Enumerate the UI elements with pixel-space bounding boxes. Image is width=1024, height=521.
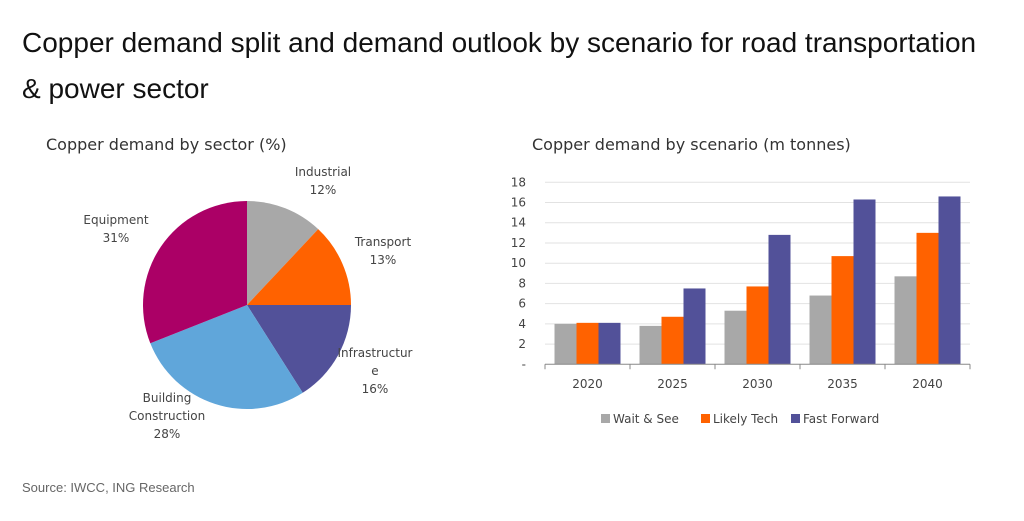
x-tick-label: 2040 [912, 377, 943, 391]
pie-label: Building [143, 391, 192, 405]
y-tick-label: 2 [518, 337, 526, 351]
bar-fast-forward-2040 [938, 196, 961, 365]
bar-fast-forward-2020 [598, 322, 621, 365]
pie-slice-building-construction [150, 305, 303, 409]
pie-slice-infrastructur-e [247, 305, 351, 393]
bar-likely-tech-2020 [576, 322, 599, 365]
pie-label: 31% [103, 231, 130, 245]
y-tick-label: 12 [511, 236, 526, 250]
legend-swatch [601, 414, 610, 423]
pie-label: e [371, 364, 378, 378]
y-tick-label: 16 [511, 196, 526, 210]
bar-wait-see-2035 [809, 295, 832, 365]
pie-label: Construction [129, 409, 205, 423]
x-tick-label: 2025 [657, 377, 688, 391]
pie-label: Industrial [295, 165, 351, 179]
legend-label: Likely Tech [713, 412, 778, 426]
bar-wait-see-2025 [639, 325, 662, 365]
x-tick-label: 2030 [742, 377, 773, 391]
pie-label: 16% [362, 382, 389, 396]
bar-fast-forward-2035 [853, 199, 876, 365]
bar-likely-tech-2025 [661, 316, 684, 365]
x-tick-label: 2020 [572, 377, 603, 391]
bar-wait-see-2020 [554, 323, 577, 365]
pie-label: Equipment [83, 213, 148, 227]
legend-swatch [701, 414, 710, 423]
legend-swatch [791, 414, 800, 423]
legend-label: Wait & See [613, 412, 679, 426]
bar-likely-tech-2030 [746, 286, 769, 365]
pie-label: 28% [154, 427, 181, 441]
source-note: Source: IWCC, ING Research [22, 480, 195, 495]
pie-label: 12% [310, 183, 337, 197]
bar-likely-tech-2035 [831, 256, 854, 365]
bar-wait-see-2030 [724, 310, 747, 365]
y-tick-label: 18 [511, 175, 526, 189]
pie-slice-industrial [247, 201, 319, 305]
y-tick-label: 4 [518, 317, 526, 331]
x-tick-label: 2035 [827, 377, 858, 391]
pie-label: Infrastructur [338, 346, 413, 360]
pie-slice-equipment [143, 201, 247, 344]
pie-slice-transport [247, 229, 351, 305]
y-tick-label: 14 [511, 216, 526, 230]
bar-chart-title: Copper demand by scenario (m tonnes) [532, 135, 851, 154]
bar-wait-see-2040 [894, 276, 917, 365]
page-title: Copper demand split and demand outlook b… [22, 27, 977, 104]
y-tick-label: 10 [511, 256, 526, 270]
bar-fast-forward-2030 [768, 234, 791, 365]
bar-likely-tech-2040 [916, 232, 939, 365]
pie-label: 13% [370, 253, 397, 267]
legend-label: Fast Forward [803, 412, 879, 426]
y-tick-label: 6 [518, 297, 526, 311]
pie-chart-title: Copper demand by sector (%) [46, 135, 287, 154]
y-tick-label: - [522, 357, 526, 371]
y-tick-label: 8 [518, 276, 526, 290]
pie-label: Transport [354, 235, 412, 249]
bar-fast-forward-2025 [683, 288, 706, 365]
